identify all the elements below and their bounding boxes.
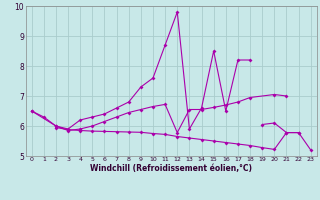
X-axis label: Windchill (Refroidissement éolien,°C): Windchill (Refroidissement éolien,°C) [90,164,252,173]
